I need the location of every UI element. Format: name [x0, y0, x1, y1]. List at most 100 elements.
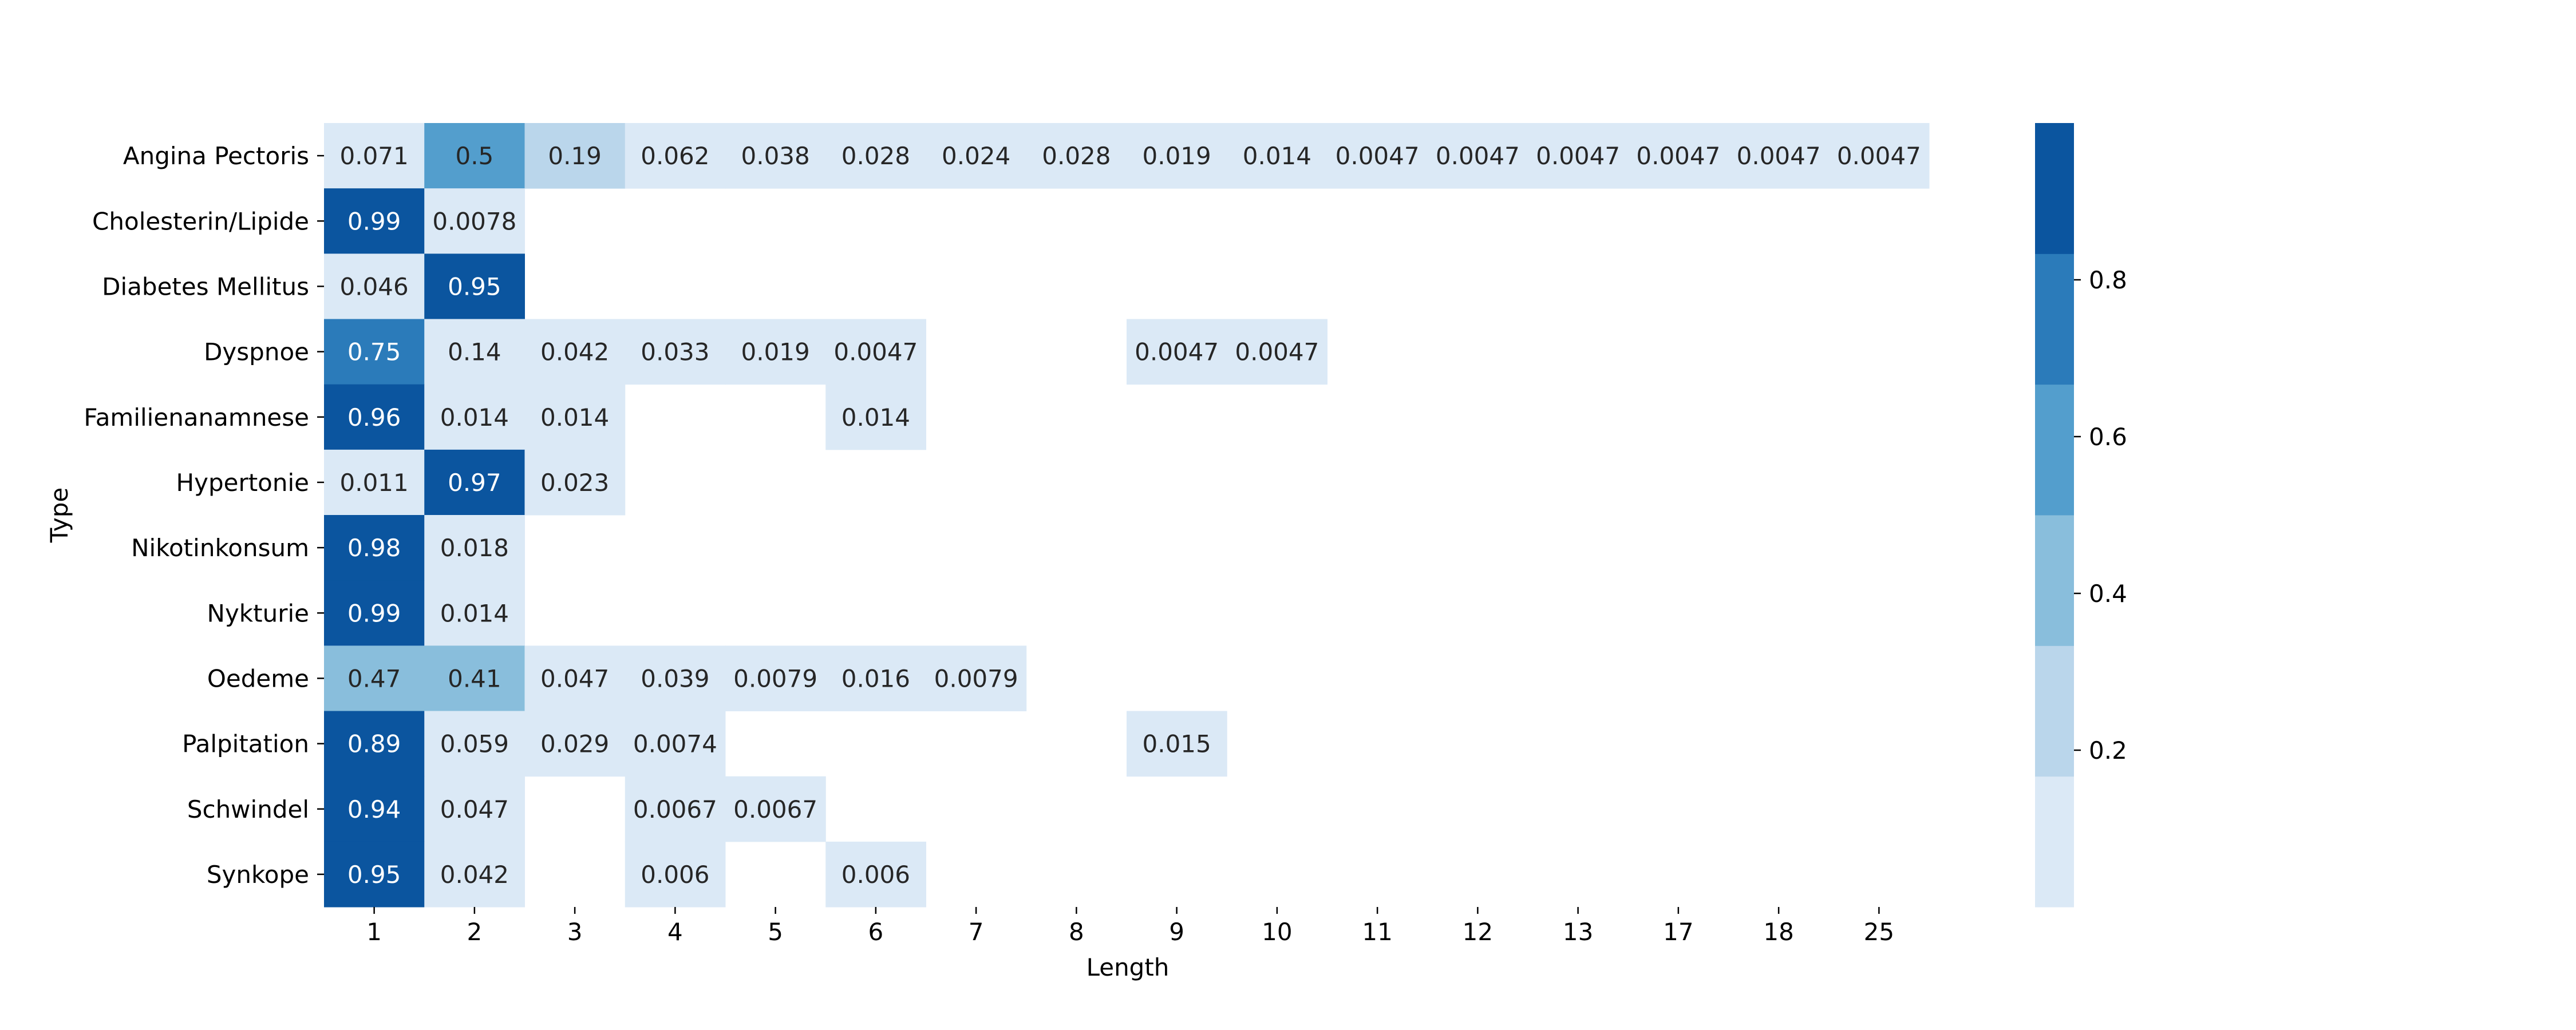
- x-tick-label: 3: [567, 918, 583, 946]
- cell-value-label: 0.024: [942, 142, 1010, 170]
- cell-value-label: 0.014: [440, 599, 509, 627]
- heatmap-cell: [1327, 123, 1428, 189]
- heatmap-cell: [1628, 123, 1729, 189]
- x-tick-label: 11: [1362, 918, 1392, 946]
- x-tick-label: 12: [1463, 918, 1493, 946]
- cell-value-label: 0.018: [440, 534, 509, 562]
- heatmap-cell: [1127, 319, 1227, 385]
- heatmap-cell: [424, 580, 525, 646]
- cell-value-label: 0.0079: [733, 664, 817, 692]
- heatmap-cell: [324, 253, 425, 319]
- cell-value-label: 0.042: [440, 861, 509, 889]
- heatmap-cells: [324, 123, 1930, 908]
- heatmap-cell: [1026, 123, 1127, 189]
- cell-value-label: 0.006: [841, 861, 910, 889]
- cell-value-label: 0.0047: [1436, 142, 1520, 170]
- x-tick-label: 8: [1069, 918, 1084, 946]
- heatmap-cell: [324, 319, 425, 385]
- cell-value-label: 0.042: [540, 338, 609, 366]
- cell-value-label: 0.0047: [1536, 142, 1620, 170]
- heatmap-cell: [524, 123, 626, 189]
- x-tick-label: 17: [1663, 918, 1693, 946]
- x-tick-label: 7: [969, 918, 984, 946]
- heatmap-cell: [926, 123, 1027, 189]
- colorbar-segment: [2035, 123, 2074, 254]
- cell-value-label: 0.0074: [633, 730, 717, 758]
- heatmap-cell: [424, 645, 525, 711]
- cell-value-label: 0.019: [741, 338, 810, 366]
- cell-value-label: 0.0079: [934, 664, 1018, 692]
- heatmap-cell: [1828, 123, 1930, 189]
- cell-value-label: 0.14: [448, 338, 501, 366]
- cell-value-label: 0.016: [841, 664, 910, 692]
- heatmap-cell: [825, 123, 926, 189]
- heatmap-cell: [424, 449, 525, 516]
- cell-value-label: 0.0047: [1636, 142, 1720, 170]
- cell-value-label: 0.99: [347, 207, 401, 235]
- cell-value-label: 0.95: [448, 272, 501, 300]
- heatmap-cell: [424, 711, 525, 777]
- cell-value-label: 0.95: [347, 861, 401, 889]
- x-tick-label: 18: [1763, 918, 1793, 946]
- heatmap-cell: [524, 449, 626, 516]
- cell-value-label: 0.96: [347, 403, 401, 431]
- heatmap-cell: [825, 384, 926, 450]
- heatmap-cell: [625, 123, 726, 189]
- x-tick-label: 4: [667, 918, 683, 946]
- heatmap-cell: [1227, 319, 1327, 385]
- heatmap-cell: [825, 841, 926, 908]
- heatmap-cell: [926, 645, 1027, 711]
- cell-value-label: 0.99: [347, 599, 401, 627]
- heatmap-cell: [424, 776, 525, 842]
- heatmap-cell: [625, 776, 726, 842]
- cell-value-label: 0.5: [455, 142, 493, 170]
- heatmap-cell: [524, 384, 626, 450]
- heatmap-cell: [424, 319, 525, 385]
- cell-value-label: 0.047: [440, 795, 509, 823]
- cell-value-label: 0.015: [1143, 730, 1211, 758]
- x-axis-label: Length: [1086, 953, 1170, 981]
- x-tick-label: 10: [1262, 918, 1292, 946]
- heatmap-cell: [825, 319, 926, 385]
- cell-value-label: 0.033: [641, 338, 709, 366]
- cell-value-label: 0.75: [347, 338, 401, 366]
- x-tick-label: 2: [467, 918, 483, 946]
- cell-value-label: 0.023: [540, 469, 609, 497]
- y-tick-label: Nikotinkonsum: [131, 534, 309, 562]
- heatmap-cell: [324, 449, 425, 516]
- x-tick-label: 13: [1563, 918, 1593, 946]
- cell-value-label: 0.98: [347, 534, 401, 562]
- heatmap-cell: [625, 319, 726, 385]
- cell-value-label: 0.028: [1042, 142, 1111, 170]
- cell-value-label: 0.0067: [733, 795, 817, 823]
- y-tick-label: Familienanamnese: [84, 403, 309, 431]
- cell-value-label: 0.059: [440, 730, 509, 758]
- y-tick-label: Palpitation: [182, 730, 309, 758]
- colorbar-tick-label: 0.6: [2089, 423, 2127, 451]
- cell-value-label: 0.0047: [1336, 142, 1420, 170]
- heatmap-cell: [725, 319, 826, 385]
- heatmap-cell: [324, 841, 425, 908]
- cell-value-label: 0.014: [1243, 142, 1311, 170]
- cell-value-label: 0.039: [641, 664, 709, 692]
- y-tick-label: Hypertonie: [176, 469, 310, 497]
- heatmap-cell: [725, 645, 826, 711]
- heatmap-cell: [424, 253, 525, 319]
- cell-value-labels: 0.071 0.5 0.19 0.062 0.038 0.028 0.024 0.028 0.0…: [340, 142, 1921, 889]
- heatmap-cell: [324, 188, 425, 254]
- y-axis-label: Type: [45, 488, 73, 543]
- cell-value-label: 0.89: [347, 730, 401, 758]
- colorbar-segment: [2035, 515, 2074, 646]
- cell-value-label: 0.0047: [1135, 338, 1219, 366]
- heatmap-cell: [524, 319, 626, 385]
- colorbar-segment: [2035, 776, 2074, 908]
- heatmap-cell: [1427, 123, 1528, 189]
- heatmap-cell: [324, 515, 425, 581]
- cell-value-label: 0.019: [1143, 142, 1211, 170]
- heatmap-cell: [1728, 123, 1830, 189]
- x-tick-label: 1: [366, 918, 382, 946]
- cell-value-label: 0.071: [340, 142, 409, 170]
- cell-value-label: 0.029: [540, 730, 609, 758]
- cell-value-label: 0.011: [340, 469, 409, 497]
- cell-value-label: 0.97: [448, 469, 501, 497]
